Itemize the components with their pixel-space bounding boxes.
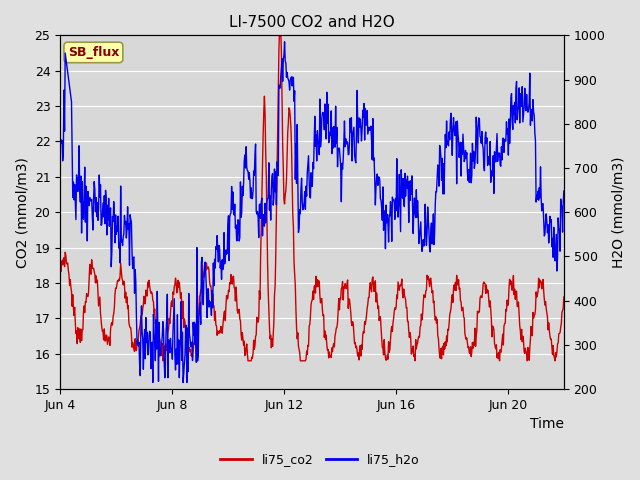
X-axis label: Time: Time (530, 418, 564, 432)
Title: LI-7500 CO2 and H2O: LI-7500 CO2 and H2O (229, 15, 395, 30)
Legend: li75_co2, li75_h2o: li75_co2, li75_h2o (215, 448, 425, 471)
Text: SB_flux: SB_flux (68, 46, 119, 59)
Y-axis label: CO2 (mmol/m3): CO2 (mmol/m3) (15, 157, 29, 268)
Y-axis label: H2O (mmol/m3): H2O (mmol/m3) (611, 156, 625, 268)
